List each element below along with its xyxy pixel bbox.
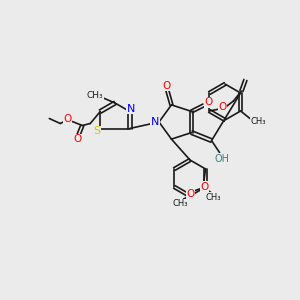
Text: CH₃: CH₃ — [251, 116, 266, 125]
Text: CH₃: CH₃ — [87, 91, 103, 100]
Text: N: N — [151, 117, 159, 127]
Text: S: S — [94, 127, 101, 136]
Text: N: N — [127, 103, 135, 113]
Text: O: O — [63, 115, 71, 124]
Text: O: O — [73, 134, 81, 145]
Text: O: O — [162, 81, 171, 91]
Text: OH: OH — [214, 154, 229, 164]
Text: O: O — [204, 98, 213, 107]
Text: CH₃: CH₃ — [206, 193, 221, 202]
Text: O: O — [200, 182, 209, 192]
Text: CH₃: CH₃ — [173, 200, 188, 208]
Text: O: O — [218, 102, 226, 112]
Text: O: O — [187, 189, 195, 199]
